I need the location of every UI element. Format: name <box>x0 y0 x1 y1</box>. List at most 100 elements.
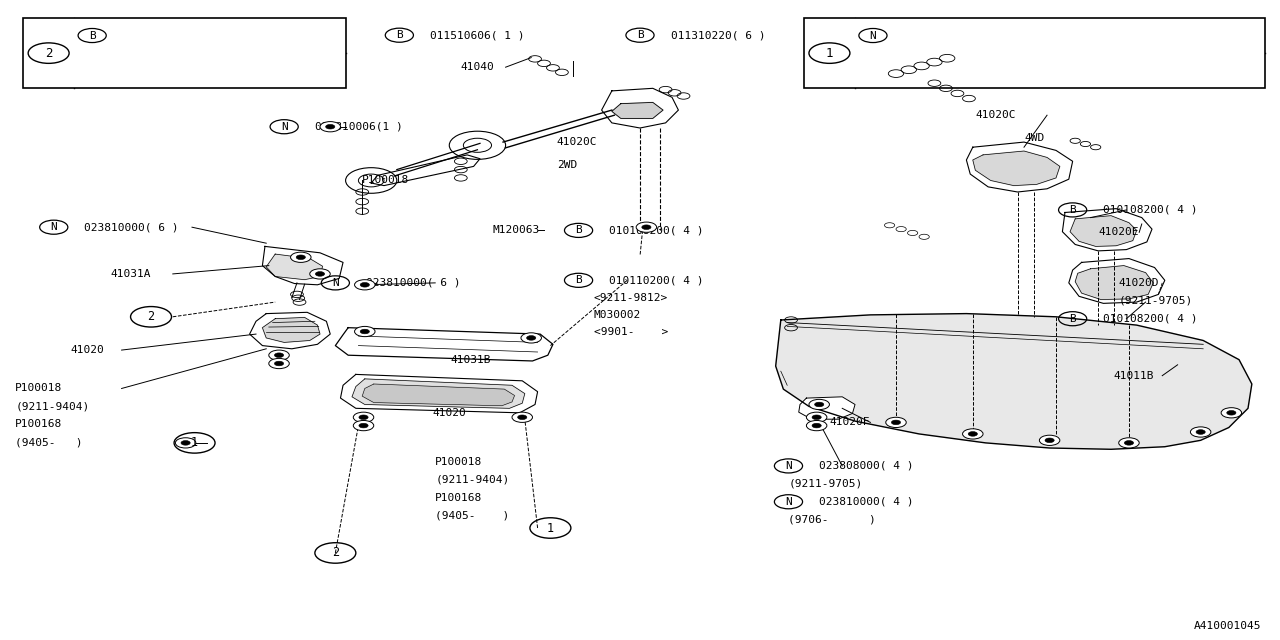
Circle shape <box>360 329 370 334</box>
Text: 011310220( 6 ): 011310220( 6 ) <box>671 30 765 40</box>
Text: (9405-   ): (9405- ) <box>15 437 83 447</box>
Text: P100018: P100018 <box>362 175 410 186</box>
Text: P100168: P100168 <box>435 493 483 503</box>
Circle shape <box>1221 408 1242 418</box>
Text: M120096        ⟨9807-      ⟩: M120096 ⟨9807- ⟩ <box>84 66 274 76</box>
Text: (9211-9404): (9211-9404) <box>15 401 90 412</box>
Text: 41020F: 41020F <box>829 417 870 428</box>
Text: 023810000( 6 ): 023810000( 6 ) <box>84 222 179 232</box>
Text: 41020: 41020 <box>70 345 104 355</box>
Text: B: B <box>88 31 96 40</box>
Text: <9211-9812>: <9211-9812> <box>594 292 668 303</box>
Text: B: B <box>396 30 403 40</box>
Text: B: B <box>636 30 644 40</box>
Text: B: B <box>1069 205 1076 215</box>
Polygon shape <box>362 384 515 406</box>
Polygon shape <box>371 155 480 186</box>
Text: 010108200( 4 ): 010108200( 4 ) <box>1103 205 1198 215</box>
Circle shape <box>968 431 978 436</box>
Text: B: B <box>575 275 582 285</box>
Circle shape <box>358 423 369 428</box>
Text: 41020D: 41020D <box>1119 278 1160 288</box>
Circle shape <box>806 420 827 431</box>
Polygon shape <box>966 142 1073 192</box>
Circle shape <box>315 271 325 276</box>
Text: 010108200( 4 ): 010108200( 4 ) <box>609 225 704 236</box>
Circle shape <box>358 415 369 420</box>
Circle shape <box>274 361 284 366</box>
Circle shape <box>175 438 196 448</box>
Text: 023808000( 4 ): 023808000( 4 ) <box>819 461 914 471</box>
Text: N: N <box>280 122 288 132</box>
Text: B: B <box>575 225 582 236</box>
Circle shape <box>320 122 340 132</box>
Circle shape <box>806 412 827 422</box>
Text: P100168: P100168 <box>15 419 63 429</box>
Text: B: B <box>1069 314 1076 324</box>
Text: (9405-    ): (9405- ) <box>435 511 509 521</box>
Circle shape <box>1190 427 1211 437</box>
Circle shape <box>1226 410 1236 415</box>
Circle shape <box>353 420 374 431</box>
Text: P100018: P100018 <box>15 383 63 394</box>
Polygon shape <box>799 397 855 419</box>
Circle shape <box>814 402 824 407</box>
Circle shape <box>310 269 330 279</box>
Polygon shape <box>352 379 525 408</box>
Text: 41020C: 41020C <box>975 110 1016 120</box>
Circle shape <box>1196 429 1206 435</box>
Text: 1: 1 <box>826 47 833 60</box>
Text: N: N <box>785 461 792 471</box>
Circle shape <box>291 252 311 262</box>
Text: 011510606( 1 ): 011510606( 1 ) <box>430 30 525 40</box>
Text: 023810006(1 ): 023810006(1 ) <box>315 122 403 132</box>
Text: 2: 2 <box>332 547 339 559</box>
Text: M030002: M030002 <box>594 310 641 320</box>
Circle shape <box>360 282 370 287</box>
Circle shape <box>517 415 527 420</box>
Text: N: N <box>785 497 792 507</box>
Polygon shape <box>776 314 1252 449</box>
Text: 010108200( 4 ): 010108200( 4 ) <box>1103 314 1198 324</box>
Text: N: N <box>50 222 58 232</box>
Circle shape <box>269 350 289 360</box>
Circle shape <box>526 335 536 340</box>
Text: 41031B: 41031B <box>451 355 492 365</box>
Circle shape <box>886 417 906 428</box>
Text: 2: 2 <box>147 310 155 323</box>
Circle shape <box>296 255 306 260</box>
Circle shape <box>325 124 335 129</box>
Text: 011310220( 8 )(9211-9806): 011310220( 8 )(9211-9806) <box>113 31 282 40</box>
Text: (9211-9404): (9211-9404) <box>435 475 509 485</box>
Circle shape <box>1039 435 1060 445</box>
Polygon shape <box>340 374 538 413</box>
Text: <9901-    >: <9901- > <box>594 327 668 337</box>
Circle shape <box>812 415 822 420</box>
Polygon shape <box>612 102 663 118</box>
Text: 023810000( 4 ): 023810000( 4 ) <box>819 497 914 507</box>
Text: 41020E: 41020E <box>1098 227 1139 237</box>
Text: (9211-9705): (9211-9705) <box>1119 296 1193 306</box>
Polygon shape <box>602 88 678 128</box>
Polygon shape <box>1075 266 1153 300</box>
Polygon shape <box>1062 209 1152 251</box>
Text: A410001045: A410001045 <box>1193 621 1261 631</box>
Text: N: N <box>869 31 877 40</box>
Circle shape <box>521 333 541 343</box>
Text: (9211-9705): (9211-9705) <box>788 479 863 489</box>
Text: 023810000(9 )(9211-9404): 023810000(9 )(9211-9404) <box>893 31 1056 40</box>
Text: N370028          ⟨9405-      ⟩: N370028 ⟨9405- ⟩ <box>865 66 1068 76</box>
Circle shape <box>512 412 532 422</box>
Circle shape <box>641 225 652 230</box>
Text: 4WD: 4WD <box>1024 133 1044 143</box>
Text: 010110200( 4 ): 010110200( 4 ) <box>609 275 704 285</box>
Polygon shape <box>1070 216 1137 246</box>
Circle shape <box>1119 438 1139 448</box>
Circle shape <box>274 353 284 358</box>
Polygon shape <box>1069 259 1165 303</box>
Circle shape <box>353 412 374 422</box>
Text: M120063: M120063 <box>493 225 540 236</box>
Text: 2WD: 2WD <box>557 160 577 170</box>
Text: 1: 1 <box>191 436 198 449</box>
Text: P100018: P100018 <box>435 457 483 467</box>
